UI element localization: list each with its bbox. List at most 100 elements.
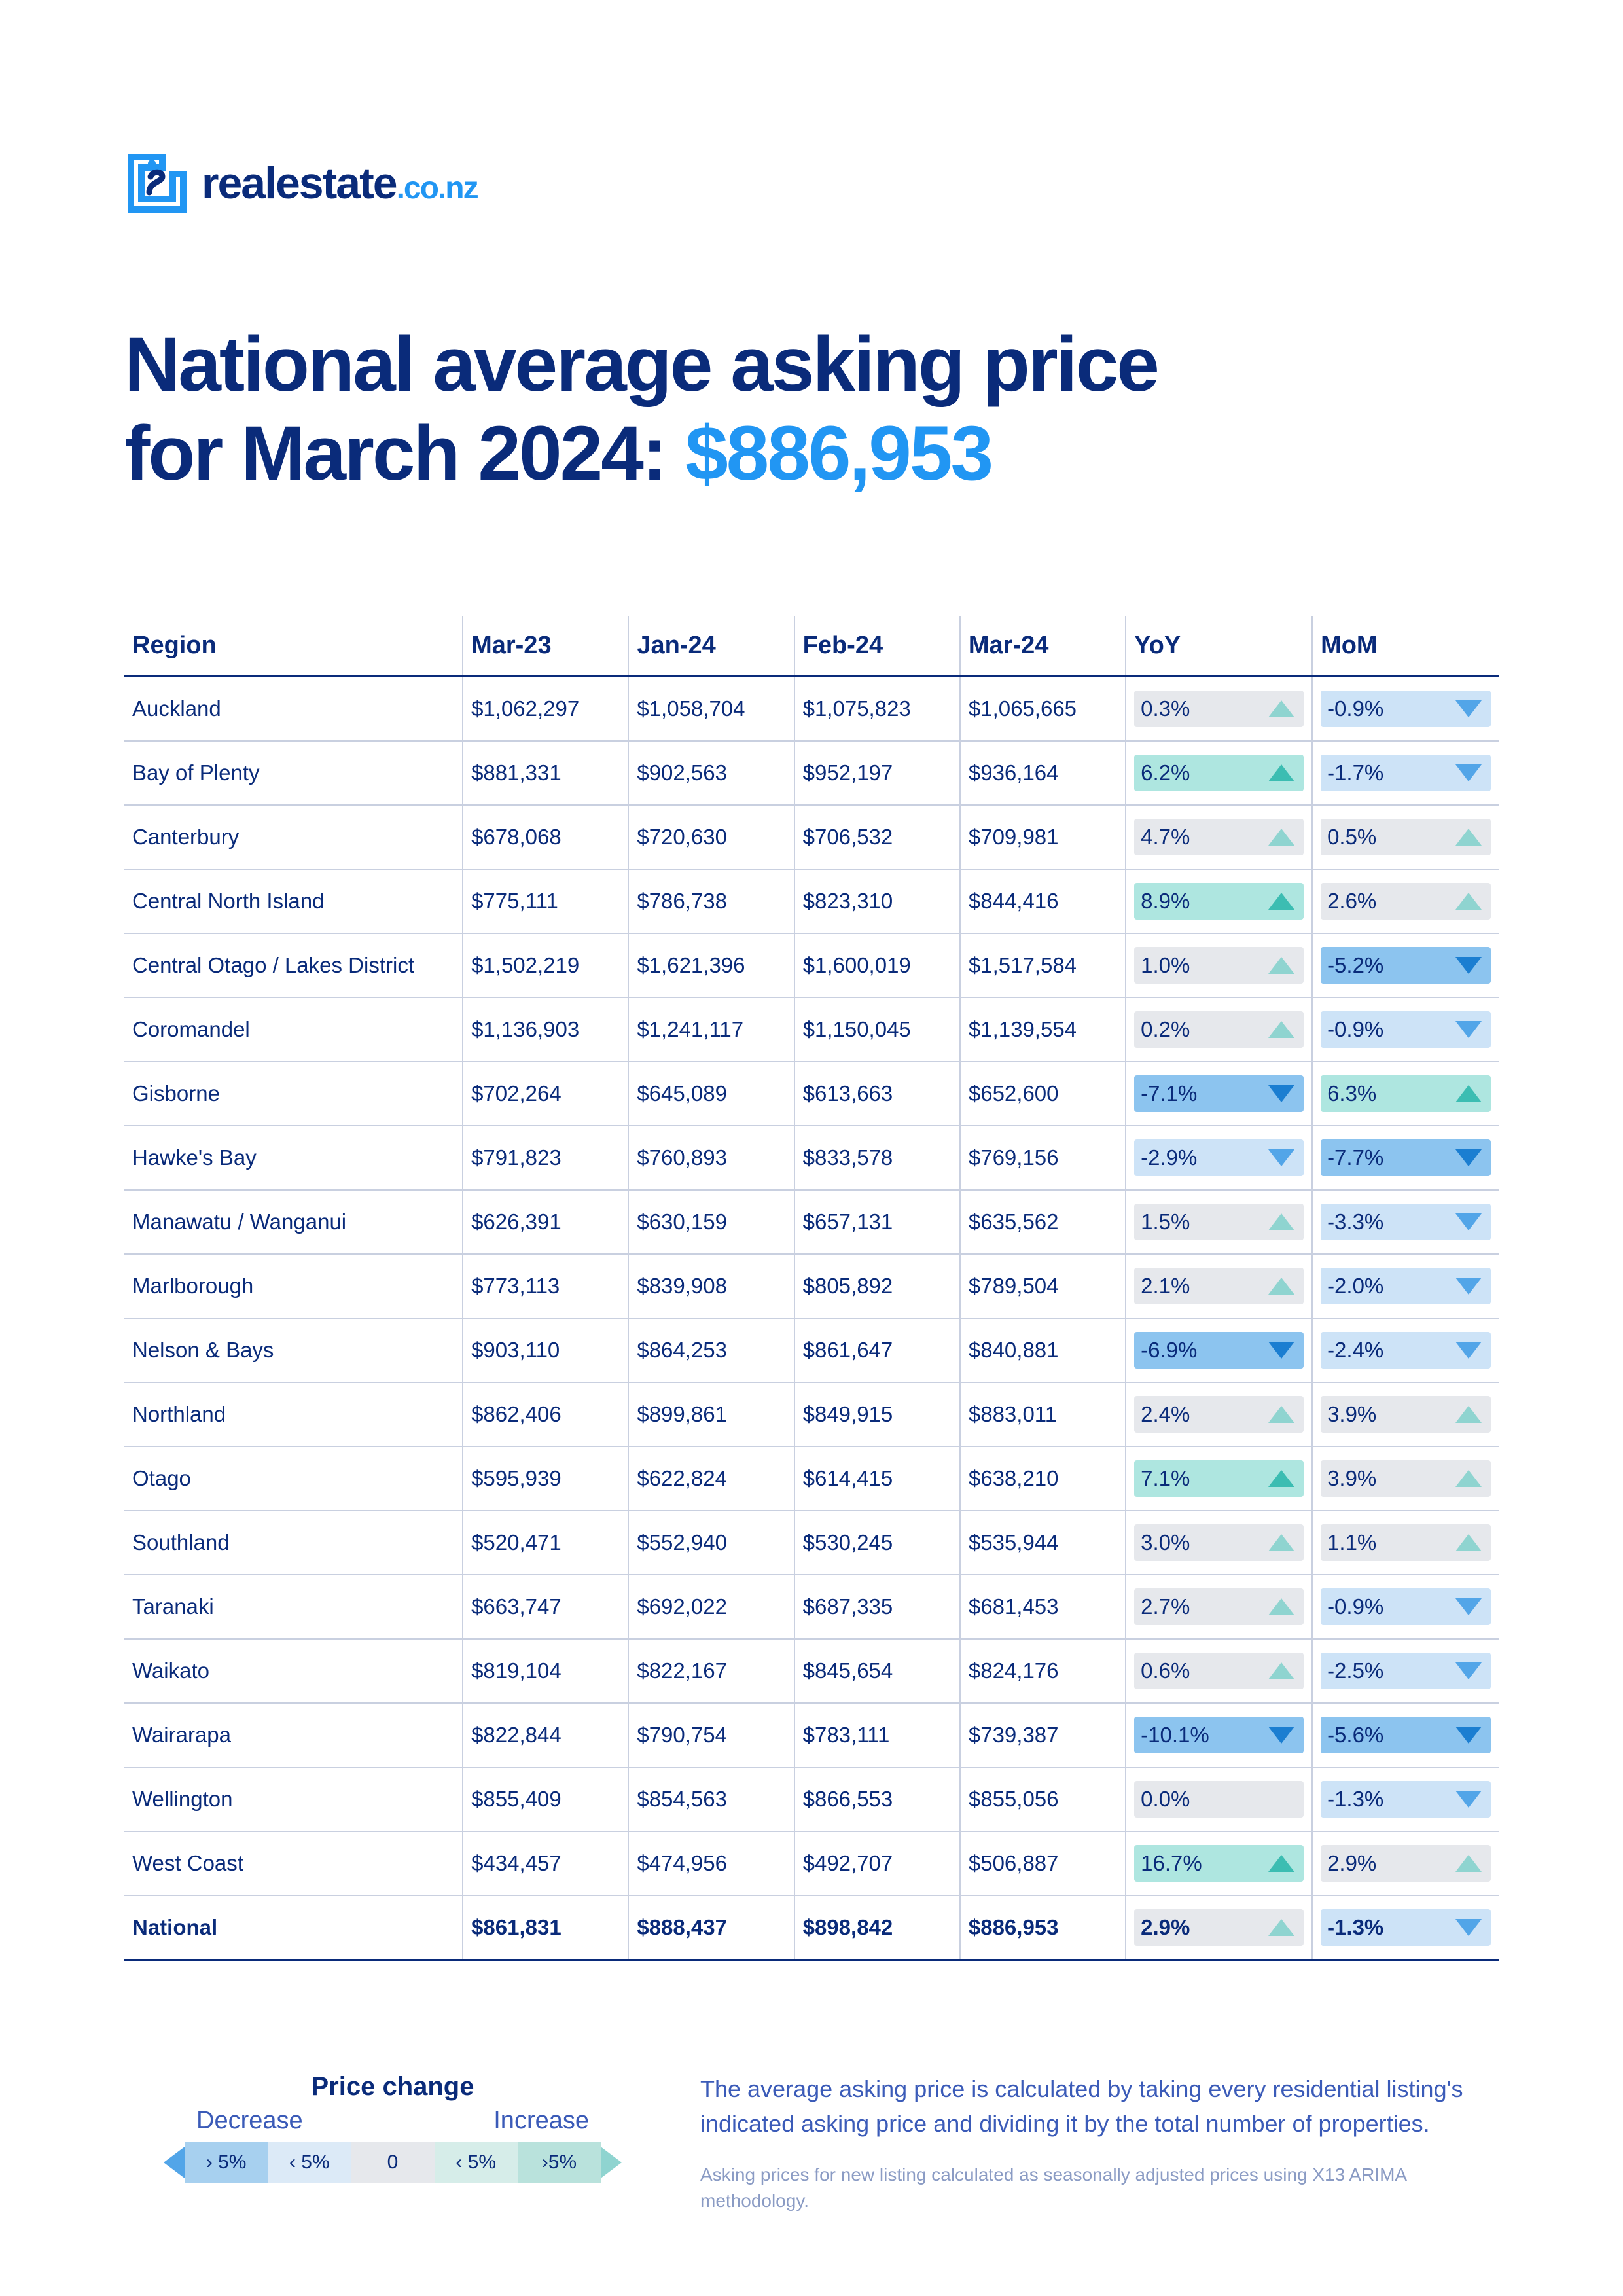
change-value: 2.7%: [1141, 1594, 1190, 1619]
value-cell: $760,893: [628, 1126, 794, 1190]
value-cell: $1,517,584: [960, 933, 1126, 997]
value-cell: $861,647: [794, 1318, 960, 1382]
region-cell: Central North Island: [124, 869, 463, 933]
value-cell: $678,068: [463, 805, 628, 869]
triangle-down-icon: [1455, 1598, 1482, 1615]
table-row: Auckland$1,062,297$1,058,704$1,075,823$1…: [124, 677, 1499, 742]
value-cell: $595,939: [463, 1446, 628, 1511]
change-value: 0.6%: [1141, 1659, 1190, 1683]
triangle-up-icon: [1268, 1021, 1294, 1038]
change-value: -5.2%: [1327, 953, 1383, 978]
triangle-up-icon: [1268, 1213, 1294, 1230]
yoy-cell: 2.7%: [1126, 1575, 1312, 1639]
col-header: Feb-24: [794, 616, 960, 677]
change-value: -10.1%: [1141, 1723, 1209, 1748]
value-cell: $790,754: [628, 1703, 794, 1767]
legend-arrow-left-icon: [164, 2147, 185, 2178]
triangle-down-icon: [1455, 1213, 1482, 1230]
triangle-up-icon: [1268, 829, 1294, 846]
region-cell: Hawke's Bay: [124, 1126, 463, 1190]
mom-cell: -2.0%: [1312, 1254, 1499, 1318]
value-cell: $720,630: [628, 805, 794, 869]
change-value: 1.5%: [1141, 1210, 1190, 1234]
value-cell: $849,915: [794, 1382, 960, 1446]
region-cell: National: [124, 1895, 463, 1960]
col-header: Region: [124, 616, 463, 677]
value-cell: $709,981: [960, 805, 1126, 869]
col-header: Jan-24: [628, 616, 794, 677]
change-value: 3.0%: [1141, 1530, 1190, 1555]
change-value: 16.7%: [1141, 1851, 1202, 1876]
value-cell: $883,011: [960, 1382, 1126, 1446]
change-value: 2.9%: [1327, 1851, 1376, 1876]
change-value: 2.1%: [1141, 1274, 1190, 1299]
change-value: -2.4%: [1327, 1338, 1383, 1363]
footer: Price change Decrease Increase › 5%‹ 5%0…: [124, 2072, 1499, 2215]
table-row: Otago$595,939$622,824$614,415$638,2107.1…: [124, 1446, 1499, 1511]
region-cell: Gisborne: [124, 1062, 463, 1126]
value-cell: $783,111: [794, 1703, 960, 1767]
change-value: -1.3%: [1327, 1787, 1383, 1812]
table-row: Wairarapa$822,844$790,754$783,111$739,38…: [124, 1703, 1499, 1767]
change-value: 7.1%: [1141, 1466, 1190, 1491]
triangle-up-icon: [1455, 1534, 1482, 1551]
table-row: Coromandel$1,136,903$1,241,117$1,150,045…: [124, 997, 1499, 1062]
table-row: Gisborne$702,264$645,089$613,663$652,600…: [124, 1062, 1499, 1126]
legend-decrease: Decrease: [196, 2107, 303, 2135]
legend-segment: ‹ 5%: [435, 2142, 518, 2183]
value-cell: $805,892: [794, 1254, 960, 1318]
yoy-cell: 4.7%: [1126, 805, 1312, 869]
col-header: YoY: [1126, 616, 1312, 677]
value-cell: $903,110: [463, 1318, 628, 1382]
triangle-up-icon: [1455, 893, 1482, 910]
value-cell: $855,409: [463, 1767, 628, 1831]
triangle-up-icon: [1268, 957, 1294, 974]
mom-cell: -0.9%: [1312, 677, 1499, 742]
triangle-up-icon: [1268, 700, 1294, 717]
mom-cell: 1.1%: [1312, 1511, 1499, 1575]
value-cell: $769,156: [960, 1126, 1126, 1190]
value-cell: $1,621,396: [628, 933, 794, 997]
legend-segment: ›5%: [518, 2142, 601, 2183]
mom-cell: 3.9%: [1312, 1382, 1499, 1446]
value-cell: $626,391: [463, 1190, 628, 1254]
change-value: 6.3%: [1327, 1081, 1376, 1106]
mom-cell: -1.3%: [1312, 1767, 1499, 1831]
change-value: -2.0%: [1327, 1274, 1383, 1299]
brand-suffix: .co.nz: [397, 171, 478, 206]
change-value: 3.9%: [1327, 1402, 1376, 1427]
value-cell: $899,861: [628, 1382, 794, 1446]
price-table: RegionMar-23Jan-24Feb-24Mar-24YoYMoM Auc…: [124, 616, 1499, 1961]
change-value: 0.5%: [1327, 825, 1376, 850]
triangle-up-icon: [1268, 1598, 1294, 1615]
yoy-cell: 2.4%: [1126, 1382, 1312, 1446]
change-value: 0.3%: [1141, 696, 1190, 721]
region-cell: Bay of Plenty: [124, 741, 463, 805]
region-cell: West Coast: [124, 1831, 463, 1895]
change-value: -3.3%: [1327, 1210, 1383, 1234]
change-value: 2.9%: [1141, 1915, 1190, 1940]
triangle-down-icon: [1455, 1727, 1482, 1744]
mom-cell: -2.5%: [1312, 1639, 1499, 1703]
yoy-cell: 0.2%: [1126, 997, 1312, 1062]
col-header: Mar-24: [960, 616, 1126, 677]
change-value: -0.9%: [1327, 1017, 1383, 1042]
value-cell: $434,457: [463, 1831, 628, 1895]
legend-title: Price change: [164, 2072, 622, 2102]
value-cell: $1,065,665: [960, 677, 1126, 742]
value-cell: $622,824: [628, 1446, 794, 1511]
region-cell: Taranaki: [124, 1575, 463, 1639]
value-cell: $886,953: [960, 1895, 1126, 1960]
triangle-up-icon: [1455, 1470, 1482, 1487]
change-value: 0.0%: [1141, 1787, 1190, 1812]
value-cell: $822,844: [463, 1703, 628, 1767]
triangle-down-icon: [1268, 1342, 1294, 1359]
value-cell: $692,022: [628, 1575, 794, 1639]
value-cell: $652,600: [960, 1062, 1126, 1126]
triangle-up-icon: [1268, 1534, 1294, 1551]
title-line2: for March 2024:: [124, 410, 685, 497]
yoy-cell: 0.0%: [1126, 1767, 1312, 1831]
table-row: Hawke's Bay$791,823$760,893$833,578$769,…: [124, 1126, 1499, 1190]
triangle-down-icon: [1455, 1149, 1482, 1166]
value-cell: $791,823: [463, 1126, 628, 1190]
